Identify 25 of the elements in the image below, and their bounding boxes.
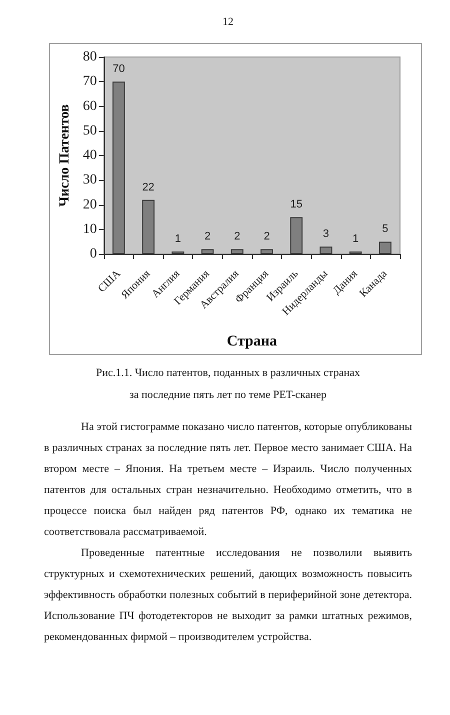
text: 12 <box>222 15 234 29</box>
text: Проведенные патентные исследования не позволили выявить структурных и схемотехнических решений, дающих возможность повысить эффективность обработки полезных событий в периферийной зоне детектора. Использование ПЧ фотодетекторов не выходит за рамки штатных режимов, рекомендованных фирмой – производителем устройства. <box>44 546 412 645</box>
y-tick-label: 30 <box>82 172 97 188</box>
text: Рис.1.1. Число патентов, поданных в различных странах за последние пять лет по теме PET-сканер <box>94 366 361 403</box>
y-tick-label: 80 <box>82 50 97 64</box>
data-label: 1 <box>174 233 181 246</box>
y-tick-label: 70 <box>82 74 97 90</box>
data-label: 70 <box>112 63 125 76</box>
data-label: 3 <box>322 228 330 240</box>
data-label: 22 <box>142 181 154 194</box>
y-tick-label: 20 <box>82 197 97 212</box>
y-tick-label: 10 <box>82 222 97 237</box>
data-label: 5 <box>382 223 388 236</box>
data-label: 15 <box>290 198 302 211</box>
text: На этой гистограмме показано число патентов, которые опубликованы в различных странах за последние пять лет. Первое место занимает США. На втором месте – Япония. На третьем месте – Израиль. Число полученных патентов для остальных стран незначительно. Необходимо отметить, что в процессе поиска был найден ряд патентов РФ, однако их тематика не соответствовала рассматриваемой. <box>44 420 412 540</box>
y-axis-title: Число Патентов <box>58 104 72 207</box>
y-tick-label: 50 <box>82 123 97 138</box>
x-axis-title: Страна <box>226 334 278 350</box>
y-tick-label: 40 <box>82 148 97 163</box>
y-tick-label: 60 <box>82 98 97 114</box>
data-label: 2 <box>264 230 270 243</box>
y-tick-label: 0 <box>90 246 97 262</box>
data-label: 1 <box>352 233 359 246</box>
data-label: 2 <box>204 230 211 243</box>
data-label: 2 <box>234 230 240 243</box>
